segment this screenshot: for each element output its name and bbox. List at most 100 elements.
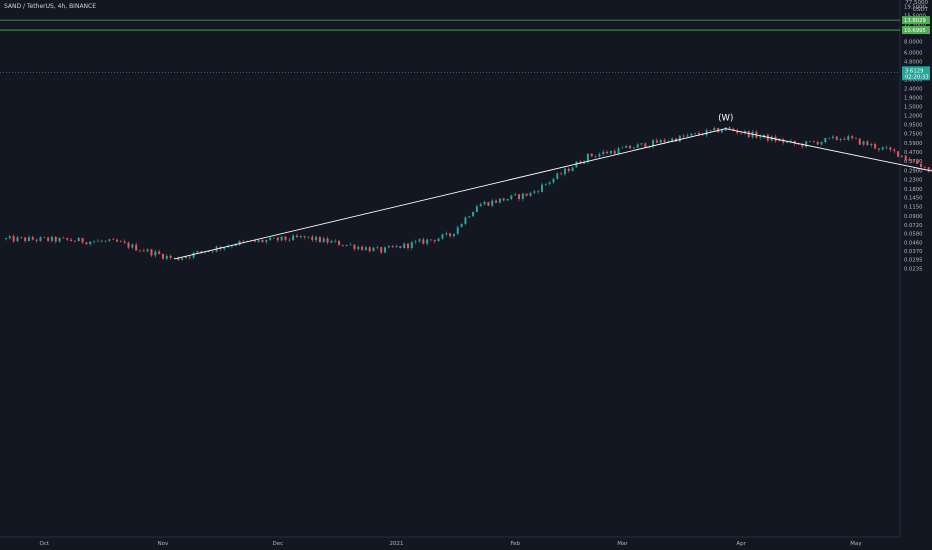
candle-body <box>85 242 88 245</box>
candle-body <box>743 130 746 134</box>
candle-body <box>387 246 390 248</box>
candle-body <box>686 135 689 137</box>
candle-body <box>445 233 448 235</box>
candle-body <box>318 236 321 243</box>
candle-body <box>563 168 566 175</box>
candle-body <box>854 138 857 139</box>
candle-body <box>326 238 329 243</box>
candle-body <box>39 237 42 241</box>
price-axis-tick: 0.1450 <box>904 196 923 202</box>
candle-body <box>66 237 69 240</box>
candle-body <box>341 245 344 246</box>
candle-body <box>368 247 371 252</box>
candle-body <box>276 237 279 241</box>
candle-body <box>334 240 337 242</box>
candle-body <box>173 257 176 259</box>
candle-body <box>104 240 107 242</box>
candle-body <box>357 246 360 250</box>
level-badge <box>902 26 930 35</box>
price-axis-tick: 8.0000 <box>904 39 923 45</box>
candle-body <box>663 139 666 142</box>
candle-body <box>586 153 589 162</box>
candle-body <box>303 236 306 238</box>
candle-body <box>483 202 486 205</box>
candle-body <box>449 233 452 237</box>
candle-body <box>885 147 888 149</box>
candle-body <box>858 138 861 145</box>
candle-body <box>12 236 15 242</box>
candle-body <box>391 246 394 248</box>
candle-body <box>265 240 268 242</box>
price-axis-tick: 19.5000 <box>904 5 927 11</box>
candle-body <box>58 237 61 242</box>
time-axis-tick: Apr <box>736 541 746 547</box>
level-badge-label: 10.6995 <box>904 28 926 34</box>
candle-body <box>299 236 302 238</box>
candle-body <box>441 234 444 239</box>
candle-body <box>740 132 743 134</box>
candle-body <box>196 251 199 253</box>
candle-body <box>789 140 792 142</box>
horizontal-levels: 13.8029 10.6995 <box>0 16 930 35</box>
candle-body <box>230 245 233 247</box>
current-price-value: 3.6129 <box>905 68 924 74</box>
candle-body <box>5 238 7 240</box>
candle-body <box>609 150 612 154</box>
candle-body <box>782 139 785 143</box>
candle-body <box>652 140 655 147</box>
candle-body <box>506 199 509 201</box>
candle-body <box>242 240 245 242</box>
candle-body <box>613 150 616 154</box>
axis-unit-top: 77.5000 <box>905 0 928 6</box>
current-price-badge <box>902 66 930 81</box>
candle-body <box>472 211 475 217</box>
candle-body <box>678 135 681 142</box>
candle-body <box>786 141 789 143</box>
candle-body <box>594 156 597 157</box>
candles <box>5 126 932 261</box>
candle-body <box>154 251 157 256</box>
candle-body <box>192 252 195 258</box>
candle-body <box>847 136 850 140</box>
candle-body <box>100 240 103 242</box>
candle-body <box>908 159 911 161</box>
candle-body <box>705 130 708 136</box>
candle-body <box>62 237 65 239</box>
candle-body <box>161 253 164 259</box>
candle-body <box>583 161 586 164</box>
candle-body <box>923 167 926 168</box>
candle-body <box>238 240 241 245</box>
candle-body <box>690 133 693 136</box>
candle-body <box>920 163 923 168</box>
axis-unit-label: 77.5000 USDT <box>905 0 928 14</box>
candle-body <box>429 239 432 241</box>
time-axis: OctNovDec2021FebMarAprMayJunJulAugSepOct… <box>40 541 863 547</box>
candle-body <box>525 193 528 196</box>
candle-body <box>927 167 930 172</box>
candle-body <box>828 137 831 139</box>
level-badge-label: 13.8029 <box>904 18 926 24</box>
candle-body <box>395 246 398 248</box>
candle-body <box>407 243 409 248</box>
candle-body <box>893 149 896 152</box>
price-axis-tick: 4.8000 <box>904 59 923 65</box>
candle-body <box>200 251 203 253</box>
candle-body <box>552 178 555 183</box>
candle-body <box>188 256 191 258</box>
candle-body <box>621 147 624 149</box>
candle-body <box>361 246 364 250</box>
time-axis-tick: 2021 <box>390 541 404 547</box>
candle-body <box>579 161 582 164</box>
candle-body <box>851 136 854 139</box>
candle-body <box>89 241 92 245</box>
candle-body <box>498 198 501 203</box>
candle-body <box>131 244 134 248</box>
candle-body <box>93 241 96 243</box>
symbol-title: SAND / TetherUS, 4h, BINANCE <box>4 3 97 10</box>
price-axis-tick: 0.0235 <box>904 266 923 272</box>
candle-body <box>537 191 540 193</box>
candle-body <box>284 236 287 240</box>
candle-body <box>77 237 80 242</box>
candle-body <box>204 252 207 253</box>
